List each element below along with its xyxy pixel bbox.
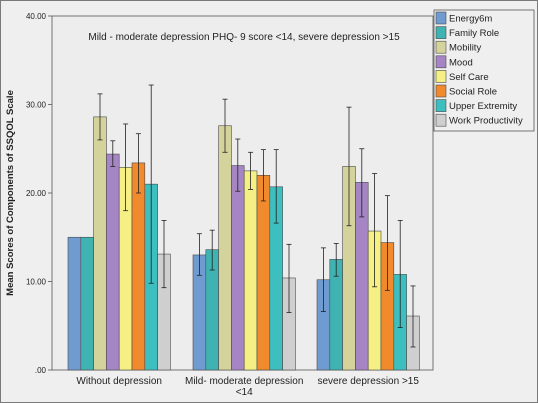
x-category-label: <14 xyxy=(236,387,253,398)
x-category-label: Without depression xyxy=(76,376,162,387)
legend-label: Mobility xyxy=(449,43,481,54)
bar xyxy=(67,236,82,371)
x-category-label: Mild- moderate depression xyxy=(185,376,303,387)
legend-swatch xyxy=(435,55,447,69)
legend-label: Energy6m xyxy=(449,14,492,25)
legend-swatch xyxy=(435,113,447,127)
y-tick-label: .00 xyxy=(35,366,47,375)
legend-label: Work Productivity xyxy=(449,116,523,127)
legend-swatch xyxy=(435,26,447,39)
legend-swatch xyxy=(435,11,447,25)
legend-label: Upper Extremity xyxy=(449,101,517,112)
legend-label: Mood xyxy=(449,57,473,68)
legend-label: Social Role xyxy=(449,87,497,98)
bar xyxy=(218,125,232,371)
bar xyxy=(131,162,146,371)
legend-box xyxy=(433,9,535,132)
legend-label: Family Role xyxy=(449,28,499,39)
bar-series xyxy=(67,84,420,371)
x-category-label: severe depression >15 xyxy=(317,376,419,387)
bar xyxy=(256,175,271,371)
x-axis-categories: Without depression Mild- moderate depress… xyxy=(76,376,419,398)
bar xyxy=(231,165,245,371)
y-tick-label: 20.00 xyxy=(26,189,47,198)
y-axis: .00 10.00 20.00 30.00 40.00 xyxy=(26,12,52,375)
legend-label: Self Care xyxy=(449,72,489,83)
chart-title: Mild - moderate depression PHQ- 9 score … xyxy=(88,32,400,43)
legend-swatch xyxy=(435,84,447,98)
y-axis-title: Mean Scores of Components of SSQOL Scale xyxy=(5,90,16,296)
bar xyxy=(106,153,120,371)
y-tick-label: 40.00 xyxy=(26,12,47,21)
bar xyxy=(93,116,107,371)
bar xyxy=(243,170,258,371)
legend-swatch xyxy=(435,40,447,54)
y-tick-label: 10.00 xyxy=(26,278,47,287)
y-tick-label: 30.00 xyxy=(26,101,47,110)
legend-swatch xyxy=(435,99,447,112)
legend: Energy6m Family Role Mobility Mood Self Care… xyxy=(433,9,535,132)
bar xyxy=(80,236,94,371)
legend-swatch xyxy=(435,70,447,83)
